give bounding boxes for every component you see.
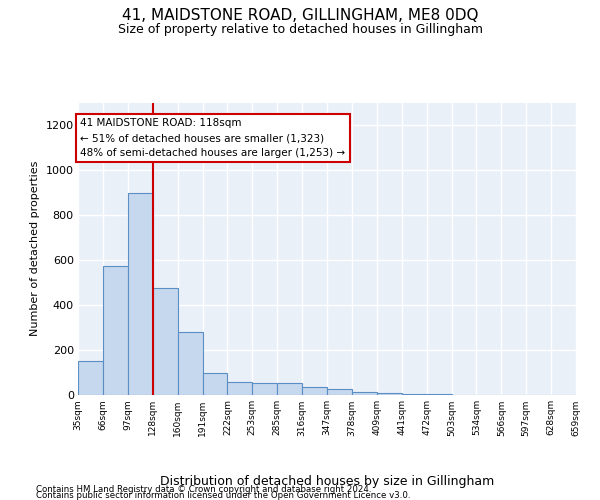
Y-axis label: Number of detached properties: Number of detached properties [30,161,40,336]
Bar [78,361,103,395]
Bar [203,372,227,395]
Text: 41 MAIDSTONE ROAD: 118sqm
← 51% of detached houses are smaller (1,323)
48% of se: 41 MAIDSTONE ROAD: 118sqm ← 51% of detac… [80,118,346,158]
Bar [327,390,352,395]
Bar [178,332,203,395]
Bar [427,394,452,395]
Text: Contains HM Land Registry data © Crown copyright and database right 2024.: Contains HM Land Registry data © Crown c… [36,484,371,494]
Bar [103,266,128,395]
Bar [227,382,253,395]
Bar [402,394,427,395]
Bar [128,192,153,395]
Bar [302,387,327,395]
Text: Distribution of detached houses by size in Gillingham: Distribution of detached houses by size … [160,474,494,488]
Text: 41, MAIDSTONE ROAD, GILLINGHAM, ME8 0DQ: 41, MAIDSTONE ROAD, GILLINGHAM, ME8 0DQ [122,8,478,22]
Text: Contains public sector information licensed under the Open Government Licence v3: Contains public sector information licen… [36,490,410,500]
Bar [377,393,402,395]
Bar [277,382,302,395]
Bar [153,288,178,395]
Text: Size of property relative to detached houses in Gillingham: Size of property relative to detached ho… [118,22,482,36]
Bar [253,382,277,395]
Bar [352,392,377,395]
